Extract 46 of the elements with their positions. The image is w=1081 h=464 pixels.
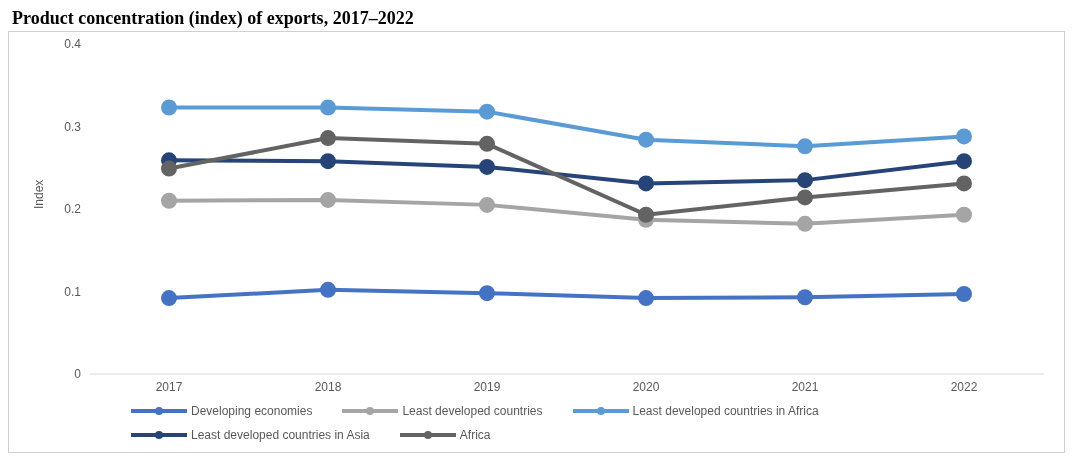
y-axis-title: Index [32,179,47,209]
point [956,153,972,170]
x-tick-label: 2018 [314,379,342,394]
point [956,206,972,223]
point [797,172,813,189]
point [161,290,177,307]
legend-label: Africa [458,428,491,442]
point [638,131,654,148]
x-tick-label: 2021 [791,379,819,394]
x-tick-label: 2020 [632,379,660,394]
point [638,206,654,223]
y-tick-label: 0.1 [64,284,82,299]
point [956,128,972,145]
y-tick-label: 0 [74,367,82,382]
point [956,285,972,302]
point [320,130,336,147]
point [479,103,495,120]
legend-label: Least developed countries in Africa [631,404,819,418]
x-tick-label: 2022 [950,379,978,394]
point [161,160,177,177]
x-tick-label: 2017 [155,379,183,394]
x-tick-label: 2019 [473,379,501,394]
point [161,192,177,209]
point [797,215,813,232]
point [956,175,972,192]
legend-label: Least developed countries [401,404,543,418]
point [638,290,654,307]
point [479,135,495,152]
point [479,285,495,302]
point [320,281,336,298]
y-tick-label: 0.4 [64,37,82,52]
point [479,158,495,175]
legend-label: Developing economies [190,404,313,418]
y-tick-label: 0.2 [64,202,82,217]
point [797,138,813,155]
point [320,99,336,116]
point [161,99,177,116]
point [320,153,336,170]
y-tick-label: 0.3 [64,119,82,134]
point [797,189,813,206]
point [320,191,336,208]
chart-title: Product concentration (index) of exports, 2017–2022 [12,8,415,29]
point [479,196,495,213]
legend-label: Least developed countries in Asia [190,428,370,442]
point [797,289,813,306]
point [638,175,654,192]
